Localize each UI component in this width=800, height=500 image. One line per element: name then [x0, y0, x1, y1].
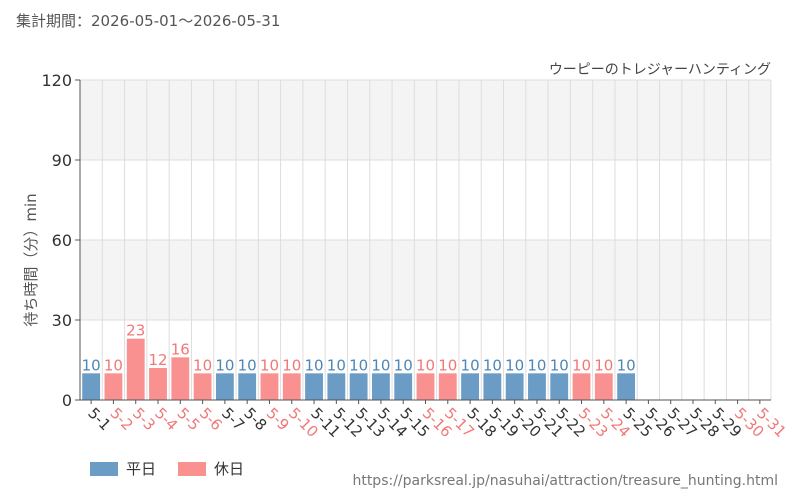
data-label-5-7: 10: [215, 356, 234, 374]
data-label-5-13: 10: [349, 356, 368, 374]
y-tick-label: 90: [52, 151, 72, 170]
chart-title: ウーピーのトレジャーハンティング: [549, 62, 771, 78]
bar-5-14: [372, 373, 390, 400]
data-label-5-2: 10: [104, 356, 123, 374]
data-label-5-14: 10: [371, 356, 390, 374]
legend-weekday-label: 平日: [126, 460, 157, 478]
bar-5-18: [461, 373, 479, 400]
bar-5-13: [349, 373, 368, 400]
y-tick-label: 120: [41, 71, 72, 90]
data-label-5-12: 10: [327, 356, 346, 374]
data-label-5-22: 10: [550, 356, 569, 374]
bar-5-25: [617, 373, 636, 400]
data-label-5-19: 10: [483, 356, 502, 374]
data-label-5-4: 12: [148, 351, 167, 369]
source-url: https://parksreal.jp/nasuhai/attraction/…: [352, 473, 778, 489]
bar-5-6: [193, 373, 212, 400]
bar-5-5: [171, 357, 190, 400]
y-tick-label: 0: [62, 391, 72, 410]
chart-legend: 平日 休日: [90, 458, 244, 479]
data-label-5-16: 10: [416, 356, 435, 374]
y-axis-label: 待ち時間（分）min: [22, 193, 40, 326]
data-label-5-1: 10: [82, 356, 101, 374]
bar-5-22: [550, 373, 569, 400]
legend-weekday: 平日: [90, 458, 156, 479]
bar-5-24: [594, 373, 613, 400]
bar-5-3: [126, 338, 145, 400]
bar-5-12: [327, 373, 346, 400]
data-label-5-3: 23: [126, 322, 145, 340]
period-label: 集計期間：: [16, 12, 92, 30]
data-label-5-24: 10: [594, 356, 613, 374]
data-label-5-6: 10: [193, 356, 212, 374]
bar-5-16: [416, 373, 435, 400]
grid-band: [80, 80, 771, 160]
data-label-5-11: 10: [305, 356, 324, 374]
data-label-5-17: 10: [438, 356, 457, 374]
data-label-5-25: 10: [617, 356, 636, 374]
grid-band: [80, 240, 771, 320]
bar-5-7: [215, 373, 234, 400]
bar-5-19: [483, 373, 502, 400]
y-tick-label: 60: [52, 231, 72, 250]
bar-5-9: [260, 373, 279, 400]
bar-5-4: [149, 368, 167, 400]
legend-holiday-swatch: [178, 461, 207, 476]
data-label-5-21: 10: [527, 356, 546, 374]
legend-weekday-swatch: [90, 461, 118, 476]
collection-period: 集計期間：2026-05-01～2026-05-31: [16, 10, 280, 31]
data-label-5-18: 10: [461, 356, 480, 374]
period-value: 2026-05-01～2026-05-31: [91, 12, 281, 30]
legend-holiday-label: 休日: [214, 460, 245, 478]
bar-5-21: [528, 373, 546, 400]
bar-5-8: [238, 373, 257, 400]
data-label-5-23: 10: [572, 356, 591, 374]
y-tick-label: 30: [52, 311, 72, 330]
data-label-5-9: 10: [260, 356, 279, 374]
data-label-5-10: 10: [282, 356, 301, 374]
bar-5-20: [505, 373, 524, 400]
bar-5-15: [394, 373, 413, 400]
bar-5-2: [104, 373, 123, 400]
bar-5-1: [82, 373, 101, 400]
bar-5-23: [572, 373, 591, 400]
legend-holiday: 休日: [178, 458, 244, 479]
data-label-5-5: 16: [171, 340, 190, 358]
bar-5-10: [282, 373, 301, 400]
data-label-5-15: 10: [394, 356, 413, 374]
bar-5-11: [305, 373, 323, 400]
data-label-5-20: 10: [505, 356, 524, 374]
data-label-5-8: 10: [238, 356, 257, 374]
bar-5-17: [438, 373, 457, 400]
